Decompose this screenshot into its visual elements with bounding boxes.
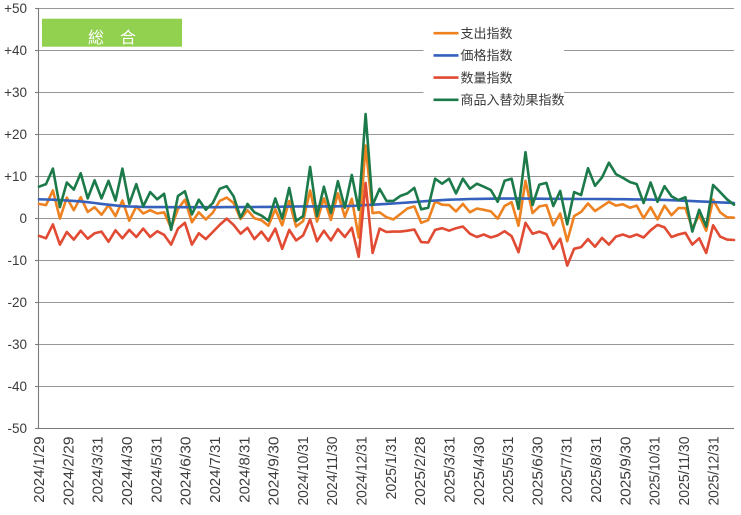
svg-text:+40: +40 xyxy=(4,43,27,58)
svg-text:+20: +20 xyxy=(4,127,27,142)
svg-text:2024/12/31: 2024/12/31 xyxy=(354,437,371,506)
svg-text:2024/9/30: 2024/9/30 xyxy=(266,437,283,506)
svg-text:+30: +30 xyxy=(4,85,27,100)
svg-text:2025/9/30: 2025/9/30 xyxy=(617,437,634,506)
svg-text:2025/3/31: 2025/3/31 xyxy=(442,437,459,503)
svg-text:-20: -20 xyxy=(7,295,27,310)
svg-text:2024/8/31: 2024/8/31 xyxy=(236,437,253,503)
svg-text:2024/4/30: 2024/4/30 xyxy=(119,437,136,506)
svg-text:-30: -30 xyxy=(7,337,27,352)
svg-text:2025/12/31: 2025/12/31 xyxy=(705,437,722,506)
svg-text:2025/11/30: 2025/11/30 xyxy=(676,437,693,506)
svg-text:2025/4/30: 2025/4/30 xyxy=(471,437,488,506)
svg-text:2024/3/31: 2024/3/31 xyxy=(90,437,107,503)
svg-text:-40: -40 xyxy=(7,379,27,394)
svg-text:2024/2/29: 2024/2/29 xyxy=(60,437,77,506)
svg-text:2025/1/31: 2025/1/31 xyxy=(383,437,400,500)
svg-text:2024/5/31: 2024/5/31 xyxy=(148,437,165,503)
svg-text:2024/7/31: 2024/7/31 xyxy=(207,437,224,503)
svg-text:価格指数: 価格指数 xyxy=(461,48,513,63)
svg-text:総 合: 総 合 xyxy=(88,29,136,47)
svg-text:-50: -50 xyxy=(7,421,27,436)
svg-text:0: 0 xyxy=(19,211,27,226)
svg-text:2025/7/31: 2025/7/31 xyxy=(559,437,576,503)
svg-text:2025/10/31: 2025/10/31 xyxy=(647,437,664,506)
svg-text:2025/6/30: 2025/6/30 xyxy=(529,437,546,506)
svg-text:-10: -10 xyxy=(7,253,27,268)
svg-text:支出指数: 支出指数 xyxy=(461,26,513,41)
svg-text:+10: +10 xyxy=(4,169,27,184)
svg-text:2025/2/28: 2025/2/28 xyxy=(412,437,429,506)
svg-text:2024/10/31: 2024/10/31 xyxy=(295,437,312,506)
svg-text:+50: +50 xyxy=(4,1,27,16)
svg-text:数量指数: 数量指数 xyxy=(461,70,513,85)
svg-text:2025/5/31: 2025/5/31 xyxy=(500,437,517,503)
svg-text:2024/1/29: 2024/1/29 xyxy=(31,437,48,503)
svg-text:2024/6/30: 2024/6/30 xyxy=(178,437,195,506)
svg-text:商品入替効果指数: 商品入替効果指数 xyxy=(461,93,565,108)
svg-text:2024/11/30: 2024/11/30 xyxy=(324,437,341,506)
svg-text:2025/8/31: 2025/8/31 xyxy=(588,437,605,503)
